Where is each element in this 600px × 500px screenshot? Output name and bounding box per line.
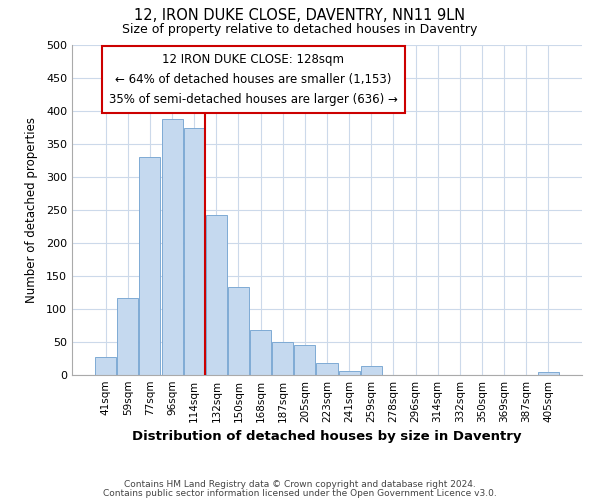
Text: Contains public sector information licensed under the Open Government Licence v3: Contains public sector information licen…	[103, 488, 497, 498]
Bar	[95, 357, 116, 375]
Bar	[272, 342, 293, 375]
Text: 12 IRON DUKE CLOSE: 128sqm
← 64% of detached houses are smaller (1,153)
35% of s: 12 IRON DUKE CLOSE: 128sqm ← 64% of deta…	[109, 53, 397, 106]
Bar	[206, 216, 227, 375]
Bar	[139, 157, 160, 375]
Bar	[338, 371, 359, 375]
Bar	[184, 128, 205, 375]
Text: Contains HM Land Registry data © Crown copyright and database right 2024.: Contains HM Land Registry data © Crown c…	[124, 480, 476, 489]
Bar	[316, 363, 338, 375]
Y-axis label: Number of detached properties: Number of detached properties	[25, 117, 38, 303]
Bar	[118, 298, 139, 375]
X-axis label: Distribution of detached houses by size in Daventry: Distribution of detached houses by size …	[132, 430, 522, 444]
Bar	[250, 330, 271, 375]
Bar	[361, 366, 382, 375]
Bar	[538, 372, 559, 375]
Bar	[161, 119, 182, 375]
Text: 12, IRON DUKE CLOSE, DAVENTRY, NN11 9LN: 12, IRON DUKE CLOSE, DAVENTRY, NN11 9LN	[134, 8, 466, 22]
Bar	[228, 287, 249, 375]
Text: Size of property relative to detached houses in Daventry: Size of property relative to detached ho…	[122, 22, 478, 36]
Bar	[295, 344, 316, 375]
